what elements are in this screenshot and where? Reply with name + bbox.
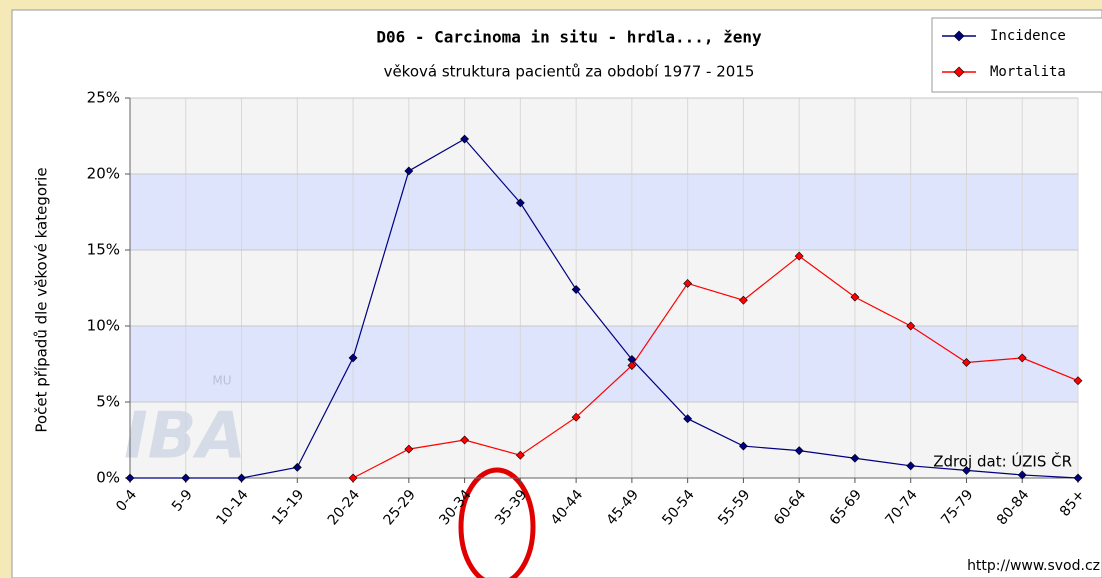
- data-point: [683, 279, 693, 288]
- data-point: [850, 453, 860, 463]
- data-point: [1017, 470, 1027, 480]
- series-line: [130, 138, 1079, 479]
- y-tick-label: 20%: [87, 165, 120, 183]
- data-point: [125, 473, 135, 483]
- grid-band: [130, 250, 1078, 326]
- data-point: [1073, 473, 1083, 483]
- data-point: [683, 414, 693, 424]
- series-line: [352, 255, 1079, 479]
- data-point: [906, 321, 916, 331]
- data-point: [850, 292, 860, 302]
- chart-subtitle: věková struktura pacientů za období 1977…: [384, 63, 755, 81]
- y-tick-label: 0%: [96, 469, 120, 487]
- data-point: [515, 198, 525, 208]
- url-note: http://www.svod.cz: [967, 558, 1100, 574]
- data-point: [738, 295, 748, 305]
- grid-band: [130, 174, 1078, 250]
- data-point: [348, 353, 358, 363]
- legend-marker: [953, 30, 965, 42]
- data-point: [404, 166, 414, 176]
- data-point: [404, 444, 414, 454]
- grid-band: [130, 326, 1078, 402]
- y-tick-label: 25%: [87, 89, 120, 107]
- data-point: [181, 473, 191, 483]
- data-point: [460, 134, 470, 144]
- data-point: [738, 441, 748, 451]
- y-tick-label: 10%: [87, 317, 120, 335]
- data-point: [1073, 376, 1083, 386]
- data-point: [348, 473, 358, 483]
- data-point: [460, 435, 470, 445]
- source-note: Zdroj dat: ÚZIS ČR: [933, 452, 1072, 471]
- legend-label: Mortalita: [990, 64, 1066, 80]
- data-point: [292, 462, 302, 472]
- legend-marker: [953, 66, 965, 78]
- data-point: [571, 285, 581, 294]
- grid-band: [130, 402, 1078, 478]
- plot-area: [129, 97, 1079, 479]
- data-point: [571, 412, 581, 422]
- data-point: [794, 251, 804, 261]
- y-tick-label: 5%: [96, 393, 120, 411]
- data-point: [962, 465, 971, 475]
- chart-title: D06 - Carcinoma in situ - hrdla..., ženy: [376, 28, 762, 47]
- data-point: [515, 450, 525, 460]
- data-point: [906, 461, 916, 471]
- watermark: MU: [212, 374, 231, 388]
- data-point: [1017, 353, 1027, 363]
- watermark: IBA: [124, 400, 246, 474]
- legend-label: Incidence: [990, 28, 1066, 44]
- data-point: [237, 473, 246, 483]
- grid-band: [130, 98, 1078, 174]
- legend: Incidence Mortalita: [931, 17, 1102, 93]
- highlight-circle: [458, 467, 536, 578]
- data-point: [627, 361, 637, 370]
- y-axis-label: Počet případů dle věkové kategorie: [33, 167, 51, 432]
- data-point: [962, 358, 971, 367]
- legend-box: [931, 17, 1102, 93]
- y-tick-label: 15%: [87, 241, 120, 259]
- data-point: [794, 446, 804, 456]
